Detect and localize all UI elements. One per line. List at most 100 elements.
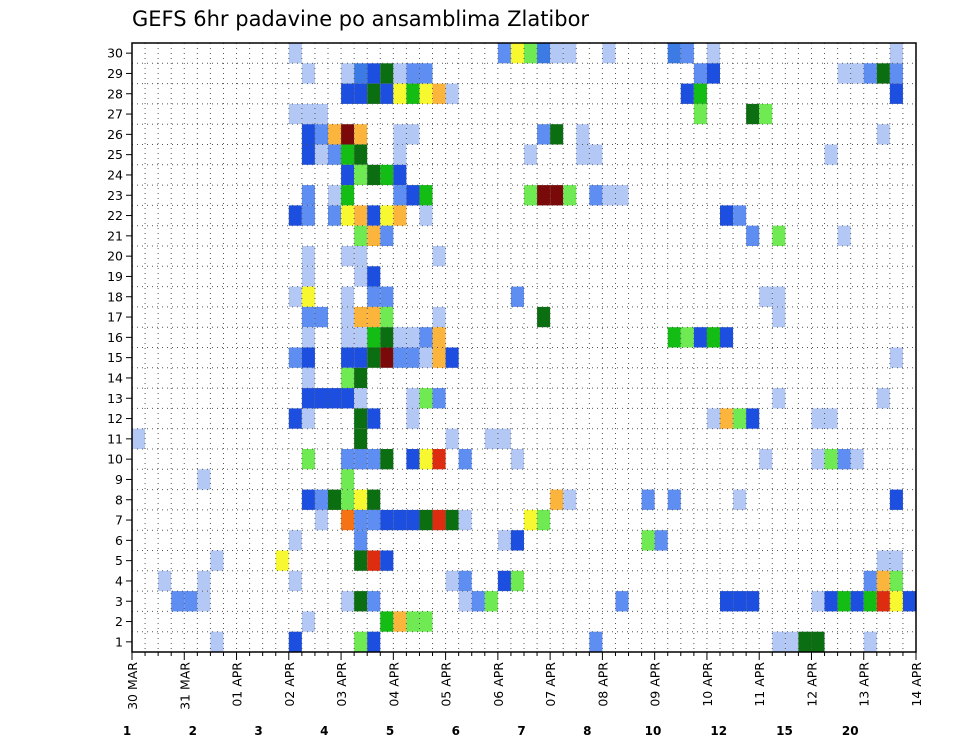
precip-cell [641, 530, 655, 551]
y-tick-label: 25 [107, 147, 123, 162]
precip-cell [314, 509, 328, 531]
precip-cell [367, 83, 381, 104]
precip-cell [563, 185, 577, 206]
x-tick-label: 30 MAR [125, 662, 140, 710]
precip-cell [510, 286, 524, 307]
precip-cell [720, 408, 734, 429]
precip-cell [693, 103, 707, 125]
precip-cell [510, 449, 524, 470]
precip-cell [288, 43, 302, 64]
colorbar-label: 8 [583, 724, 591, 738]
precip-cell [197, 469, 211, 490]
precip-cell [419, 611, 433, 632]
precip-cell [445, 83, 459, 104]
precip-cell [824, 449, 838, 470]
y-tick-label: 9 [115, 472, 123, 487]
precip-cell [367, 489, 381, 510]
precip-cell [537, 509, 551, 531]
precip-cell [589, 185, 603, 206]
precip-cell [380, 611, 394, 632]
precip-cell [889, 591, 903, 612]
y-tick-label: 27 [107, 107, 123, 122]
y-tick-label: 29 [107, 66, 123, 81]
precip-cell [432, 327, 446, 348]
precip-cell [393, 509, 407, 531]
precip-cell [419, 449, 433, 470]
precip-cell [419, 327, 433, 348]
precip-cell [419, 63, 433, 84]
precip-cell [354, 306, 368, 328]
precip-cell [693, 63, 707, 84]
precip-cell [301, 611, 315, 632]
precip-cell [380, 509, 394, 531]
x-tick-label: 31 MAR [177, 662, 192, 710]
y-axis: 1234567891011121314151617181920212223242… [107, 46, 132, 649]
precip-cell [314, 103, 328, 125]
x-tick-label: 11 APR [752, 662, 767, 707]
y-tick-label: 30 [107, 46, 123, 61]
precip-cell [393, 63, 407, 84]
y-tick-label: 24 [107, 167, 123, 182]
precip-cell [380, 286, 394, 307]
precip-cell [772, 225, 786, 246]
precip-cell [380, 327, 394, 348]
x-tick-label: 03 APR [334, 662, 349, 707]
precip-cell [798, 631, 812, 652]
precip-cell [680, 83, 694, 104]
precip-cell [288, 570, 302, 592]
precip-cell [524, 144, 538, 165]
precip-cell [693, 83, 707, 104]
precip-cell [367, 631, 381, 652]
precip-cell [837, 449, 851, 470]
precip-cell [341, 164, 355, 186]
precip-cell [380, 449, 394, 470]
precip-cell [393, 327, 407, 348]
y-tick-label: 26 [107, 127, 123, 142]
y-tick-label: 11 [107, 431, 123, 446]
precip-cell [301, 286, 315, 307]
precip-cell [393, 83, 407, 104]
precip-cell [367, 306, 381, 328]
precip-cell [811, 591, 825, 612]
precip-cell [367, 266, 381, 287]
precip-cell [367, 164, 381, 186]
precip-cell [537, 306, 551, 328]
precip-cell [706, 327, 720, 348]
precip-cell [406, 388, 420, 409]
precip-cell [197, 591, 211, 612]
precip-cell [301, 103, 315, 125]
precip-cell [837, 225, 851, 246]
precip-cell [301, 327, 315, 348]
y-tick-label: 1 [115, 634, 123, 649]
precip-cell [171, 591, 185, 612]
precip-cell [380, 550, 394, 571]
precip-cell [354, 367, 368, 389]
precip-cell [419, 509, 433, 531]
precip-cell [367, 205, 381, 226]
y-tick-label: 17 [107, 310, 123, 325]
precip-cell [850, 591, 864, 612]
precip-cell [367, 509, 381, 531]
precip-cell [733, 489, 747, 510]
precip-cell [367, 347, 381, 368]
precip-cell [484, 591, 498, 612]
precip-cell [341, 124, 355, 145]
precip-cell [667, 489, 681, 510]
precip-cell [301, 367, 315, 389]
y-tick-label: 22 [107, 208, 123, 223]
x-tick-label: 08 APR [595, 662, 610, 707]
precip-cell [693, 327, 707, 348]
precip-cell [537, 124, 551, 145]
precip-cell [576, 124, 590, 145]
precip-cell [301, 449, 315, 470]
precip-cell [341, 449, 355, 470]
precip-cell [328, 185, 342, 206]
precip-cell [341, 591, 355, 612]
precip-cell [484, 428, 498, 449]
precip-cell [314, 306, 328, 328]
precip-cell [341, 63, 355, 84]
precip-cell [876, 124, 890, 145]
x-tick-label: 05 APR [439, 662, 454, 707]
precip-cell [328, 124, 342, 145]
